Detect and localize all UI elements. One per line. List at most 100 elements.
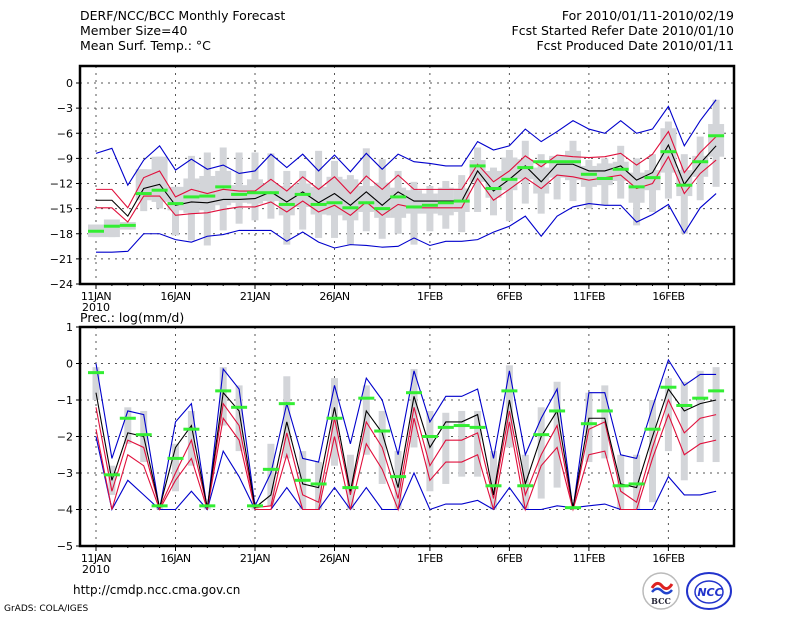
observed-marker bbox=[453, 424, 470, 428]
observed-marker bbox=[517, 484, 534, 488]
whisker-bar bbox=[172, 443, 179, 492]
observed-marker bbox=[199, 194, 216, 198]
whisker-bar bbox=[553, 381, 561, 488]
box bbox=[708, 124, 725, 157]
whisker-bar bbox=[331, 378, 338, 466]
observed-marker bbox=[247, 504, 263, 508]
observed-marker bbox=[358, 201, 375, 205]
y-tick-label: −2 bbox=[57, 431, 73, 444]
y-tick-label: −4 bbox=[57, 504, 73, 517]
observed-marker bbox=[167, 202, 184, 206]
x-tick-label: 6FEB bbox=[496, 552, 522, 565]
y-tick-label: −15 bbox=[50, 203, 73, 216]
observed-marker bbox=[628, 482, 645, 486]
observed-marker bbox=[485, 187, 502, 191]
observed-marker bbox=[501, 177, 518, 181]
observed-marker bbox=[294, 192, 311, 196]
observed-marker bbox=[596, 176, 613, 180]
observed-marker bbox=[390, 475, 407, 479]
x-tick-year-label: 2010 bbox=[82, 301, 110, 314]
median-line bbox=[95, 387, 717, 509]
box bbox=[533, 167, 550, 194]
observed-marker bbox=[612, 484, 629, 488]
x-tick-label: 16JAN bbox=[160, 552, 191, 565]
x-tick-label: 11JAN bbox=[81, 552, 112, 565]
observed-marker bbox=[215, 389, 232, 393]
x-tick-label: 11JAN bbox=[81, 290, 112, 303]
observed-marker bbox=[708, 134, 725, 138]
x-tick-label: 1FEB bbox=[417, 290, 443, 303]
x-tick-label: 1FEB bbox=[417, 552, 443, 565]
x-tick-label: 16FEB bbox=[652, 290, 684, 303]
observed-marker bbox=[612, 167, 629, 171]
observed-marker bbox=[135, 433, 152, 437]
observed-marker bbox=[580, 422, 597, 426]
whisker-bar bbox=[187, 410, 195, 466]
whisker-bar bbox=[124, 407, 132, 444]
observed-marker bbox=[453, 199, 470, 203]
observed-marker bbox=[374, 207, 391, 211]
lower-quartile-line bbox=[95, 413, 717, 512]
observed-marker bbox=[692, 160, 709, 164]
observed-marker bbox=[88, 229, 104, 233]
observed-marker bbox=[708, 389, 725, 393]
observed-marker bbox=[310, 482, 327, 486]
observed-marker bbox=[469, 425, 486, 429]
observed-marker bbox=[421, 435, 438, 438]
bcc-logo-text: BCC bbox=[651, 596, 671, 606]
observed-marker bbox=[676, 403, 693, 407]
logos: BCC NCC bbox=[642, 572, 732, 610]
whisker-bar bbox=[537, 407, 545, 499]
member-size: Member Size=40 bbox=[80, 23, 188, 38]
observed-marker bbox=[549, 160, 566, 164]
observed-marker bbox=[119, 223, 136, 227]
observed-marker bbox=[310, 202, 327, 206]
observed-marker bbox=[278, 202, 295, 206]
x-tick-label: 21JAN bbox=[240, 552, 271, 565]
observed-marker bbox=[151, 188, 168, 192]
observed-marker bbox=[183, 427, 200, 431]
box bbox=[103, 219, 120, 238]
forecast-title: DERF/NCC/BCC Monthly Forecast bbox=[80, 8, 286, 23]
y-tick-label: −1 bbox=[57, 394, 73, 407]
whisker-bar bbox=[442, 412, 450, 484]
observed-marker bbox=[406, 391, 422, 395]
y-tick-label: −12 bbox=[50, 178, 73, 191]
observed-marker bbox=[231, 192, 248, 196]
whisker-bar bbox=[474, 410, 482, 477]
x-tick-label: 11FEB bbox=[573, 290, 605, 303]
y-tick-label: −6 bbox=[57, 127, 73, 140]
whisker-bar bbox=[680, 381, 688, 481]
whisker-bar bbox=[458, 410, 466, 477]
observed-marker bbox=[565, 506, 581, 510]
observed-marker bbox=[183, 195, 200, 199]
x-tick-year-label: 2010 bbox=[82, 563, 110, 576]
whisker-bar bbox=[267, 443, 275, 506]
fcst-produced-date: Fcst Produced Date 2010/01/11 bbox=[536, 38, 734, 53]
box bbox=[596, 163, 613, 186]
box bbox=[406, 190, 422, 214]
x-tick-label: 26JAN bbox=[319, 552, 350, 565]
max-line bbox=[95, 358, 717, 510]
observed-marker bbox=[374, 429, 391, 433]
observed-marker bbox=[88, 371, 104, 375]
box bbox=[342, 179, 359, 221]
y-tick-label: −9 bbox=[57, 152, 73, 165]
variable-label: Mean Surf. Temp.: °C bbox=[80, 38, 211, 53]
observed-marker bbox=[135, 192, 152, 196]
website-url[interactable]: http://cmdp.ncc.cma.gov.cn bbox=[73, 583, 241, 597]
y-tick-label: 0 bbox=[66, 77, 73, 90]
y-tick-label: 0 bbox=[66, 358, 73, 371]
observed-marker bbox=[294, 478, 311, 482]
observed-marker bbox=[342, 206, 359, 210]
observed-marker bbox=[199, 504, 216, 508]
observed-marker bbox=[151, 504, 168, 508]
observed-marker bbox=[596, 409, 613, 413]
fcst-start-date: Fcst Started Refer Date 2010/01/10 bbox=[511, 23, 735, 38]
observed-marker bbox=[119, 416, 136, 420]
box bbox=[326, 176, 343, 216]
whisker-bar bbox=[585, 392, 593, 463]
bcc-logo-icon: BCC bbox=[642, 572, 680, 610]
